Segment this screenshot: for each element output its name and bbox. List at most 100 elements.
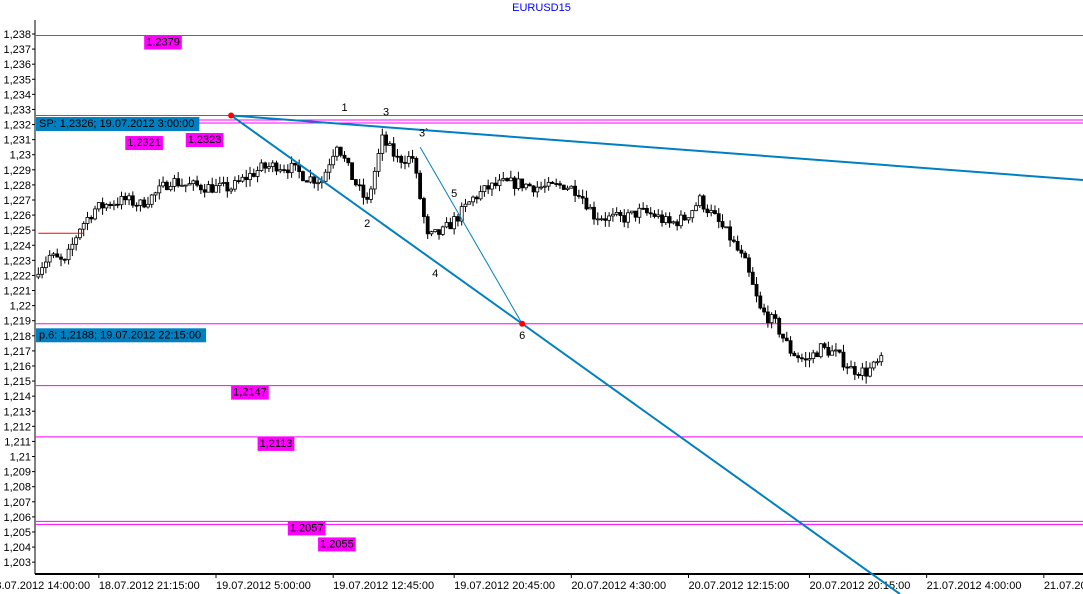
y-tick-label: 1,233: [3, 104, 31, 116]
candle-bull: [868, 367, 872, 377]
candle-bull: [569, 185, 574, 189]
wave-label: 3: [383, 106, 389, 118]
trendline: [231, 114, 1083, 182]
y-tick-label: 1,221: [3, 286, 31, 298]
candle-bull: [626, 212, 630, 223]
candle-bull: [187, 183, 192, 186]
candle-bear: [414, 158, 419, 174]
wave-label: 1: [341, 102, 347, 114]
candle-bear: [350, 162, 354, 180]
candle-bear: [486, 185, 491, 190]
candle-bear: [365, 196, 370, 200]
y-tick-label: 1,226: [3, 210, 31, 222]
y-tick-label: 1,237: [3, 44, 31, 56]
candle-bull: [588, 206, 593, 210]
x-tick-label: 19.07.2012 12:45:00: [333, 580, 434, 592]
candle-bear: [342, 154, 347, 159]
candle-bear: [731, 239, 736, 242]
candle-bull: [168, 185, 173, 191]
candle-bear: [603, 218, 608, 221]
x-tick-label: 20.07.2012 4:30:00: [571, 580, 666, 592]
candle-bull: [663, 216, 668, 223]
candle-bull: [629, 210, 634, 214]
candle-bull: [811, 352, 816, 359]
candle-bull: [697, 195, 702, 207]
candle-bear: [648, 212, 653, 215]
y-tick-label: 1,224: [3, 240, 31, 252]
candle-bull: [686, 217, 691, 221]
y-tick-label: 1,22: [10, 301, 31, 313]
candle-bear: [520, 178, 525, 189]
candle-bear: [263, 162, 268, 169]
candle-bull: [278, 169, 283, 172]
y-tick-label: 1,207: [3, 497, 31, 509]
candle-bear: [788, 340, 793, 354]
candle-bear: [437, 229, 441, 235]
candle-bear: [781, 333, 785, 339]
wave-label: 6: [519, 330, 525, 342]
candle-bear: [573, 185, 577, 196]
trendline: [419, 146, 523, 324]
candle-bear: [210, 184, 215, 193]
candle-bear: [448, 222, 453, 230]
level-label-bg: [231, 385, 269, 400]
candle-bear: [353, 179, 358, 186]
candle-bear: [826, 346, 831, 356]
candle-bull: [614, 212, 619, 215]
level-label-bg: [185, 133, 224, 148]
candle-bear: [667, 216, 672, 224]
candle-bear: [108, 203, 113, 207]
candle-bull: [871, 361, 876, 369]
candle-bull: [467, 201, 472, 205]
candle-bear: [176, 178, 181, 187]
wave-label: 3`: [419, 128, 429, 140]
candle-bear: [618, 212, 623, 216]
candle-bull: [81, 223, 86, 230]
candle-bull: [656, 214, 661, 217]
trendline: [230, 114, 901, 594]
y-tick-label: 1,229: [3, 165, 31, 177]
candle-bear: [134, 204, 139, 207]
candle-bull: [497, 179, 502, 187]
candle-bear: [652, 213, 657, 217]
candle-bull: [93, 208, 97, 220]
candle-bull: [146, 203, 150, 208]
candle-bear: [592, 206, 596, 220]
y-tick-label: 1,209: [3, 467, 31, 479]
candle-bear: [845, 366, 850, 369]
level-label-bg: [257, 436, 295, 451]
candle-bear: [633, 210, 638, 218]
y-tick-label: 1,231: [3, 135, 31, 147]
info-label-bg: [36, 328, 207, 343]
candle-bull: [308, 176, 313, 183]
level-label: 1,2323: [188, 134, 222, 146]
candle-bear: [304, 180, 309, 183]
candle-bull: [546, 181, 551, 187]
y-tick-label: 1,227: [3, 195, 31, 207]
candle-bull: [248, 173, 252, 181]
candle-bear: [852, 366, 857, 375]
candle-bull: [769, 314, 774, 324]
candle-bull: [369, 188, 373, 200]
candle-bull: [66, 248, 71, 261]
candle-bear: [395, 155, 400, 158]
candle-bull: [157, 185, 162, 194]
candle-bull: [376, 153, 381, 172]
candle-bull: [724, 226, 729, 229]
candle-bear: [792, 352, 797, 357]
candle-bull: [259, 162, 264, 171]
candle-bull: [542, 185, 547, 188]
wave-label: 2: [364, 218, 370, 230]
candle-bull: [232, 180, 237, 190]
candle-bear: [837, 349, 842, 353]
candle-bull: [153, 192, 158, 196]
candle-bear: [558, 183, 562, 186]
candle-bear: [675, 221, 680, 227]
candle-bear: [527, 183, 532, 187]
candle-bull: [524, 183, 528, 189]
candle-bear: [361, 184, 366, 198]
candle-bear: [747, 257, 751, 273]
candle-bear: [773, 314, 778, 319]
y-tick-label: 1,211: [4, 436, 31, 448]
